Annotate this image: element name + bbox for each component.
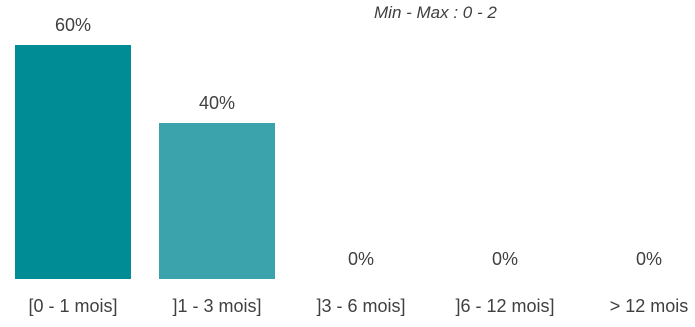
category-label-4: ]6 - 12 mois] <box>455 296 554 316</box>
category-label-5: > 12 mois <box>610 296 689 316</box>
min-max-annotation: Min - Max : 0 - 2 <box>374 3 497 22</box>
bar-1 <box>15 45 131 279</box>
category-label-3: ]3 - 6 mois] <box>316 296 405 316</box>
bar-2 <box>159 123 275 279</box>
value-label-3: 0% <box>348 249 374 269</box>
value-label-2: 40% <box>199 93 235 113</box>
category-label-1: [0 - 1 mois] <box>28 296 117 316</box>
value-label-4: 0% <box>492 249 518 269</box>
value-label-1: 60% <box>55 15 91 35</box>
value-label-5: 0% <box>636 249 662 269</box>
category-label-2: ]1 - 3 mois] <box>172 296 261 316</box>
